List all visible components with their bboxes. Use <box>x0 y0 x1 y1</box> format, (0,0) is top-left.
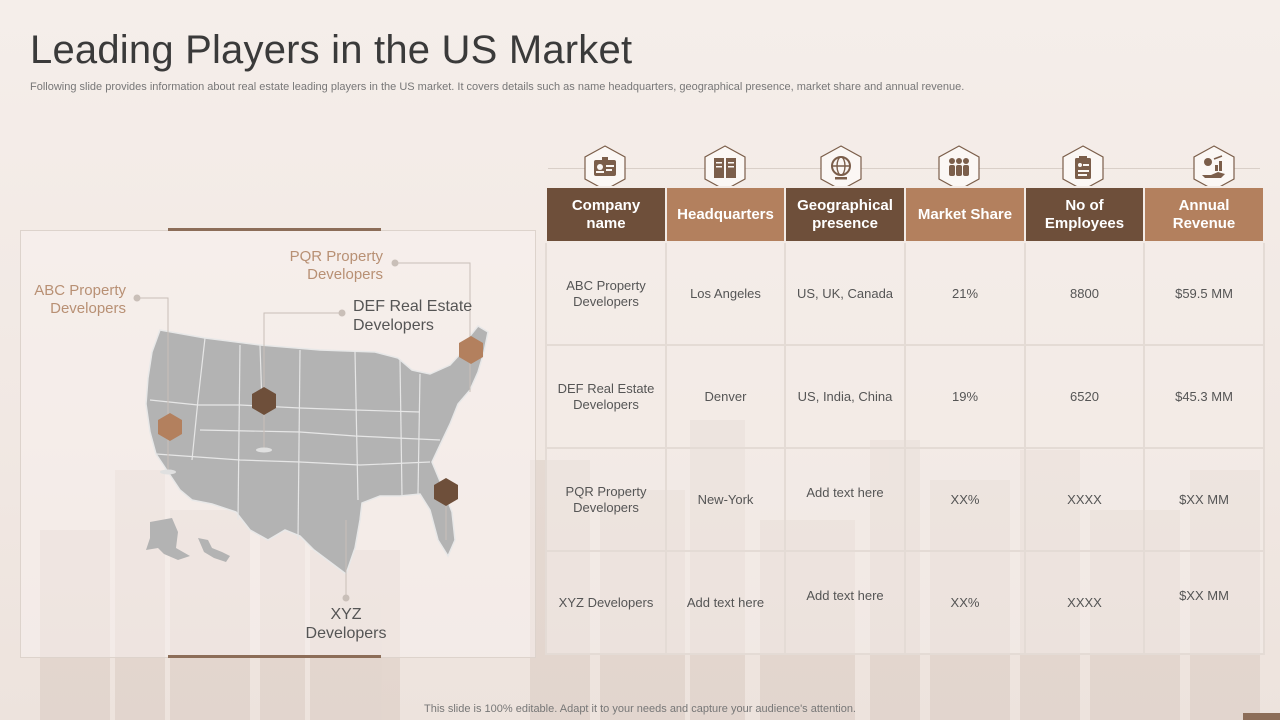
table-row: ABC Property Developers Los Angeles US, … <box>545 241 1265 346</box>
cell-market-share: XX% <box>904 550 1026 655</box>
page-subtitle: Following slide provides information abo… <box>30 81 965 93</box>
map-panel-bottom-bar <box>168 655 381 658</box>
cell-headquarters: New-York <box>665 447 786 552</box>
cell-employees: 6520 <box>1024 344 1145 449</box>
cell-company: XYZ Developers <box>545 550 667 655</box>
cell-revenue: $45.3 MM <box>1143 344 1265 449</box>
cell-market-share: 19% <box>904 344 1026 449</box>
cell-company: DEF Real Estate Developers <box>545 344 667 449</box>
map-label-def: DEF Real Estate Developers <box>353 298 473 334</box>
header-market-share: Market Share <box>904 186 1026 243</box>
cell-revenue: $59.5 MM <box>1143 241 1265 346</box>
cell-presence: Add text here <box>784 550 906 655</box>
players-table: Company name Headquarters Geographical p… <box>545 186 1265 655</box>
cell-revenue: $XX MM <box>1143 550 1265 655</box>
cell-employees: 8800 <box>1024 241 1145 346</box>
footer-note: This slide is 100% editable. Adapt it to… <box>424 703 856 715</box>
header-company-name: Company name <box>545 186 667 243</box>
cell-company: ABC Property Developers <box>545 241 667 346</box>
cell-headquarters: Los Angeles <box>665 241 786 346</box>
book-icon <box>704 145 746 191</box>
header-annual-revenue: Annual Revenue <box>1143 186 1265 243</box>
cell-headquarters: Add text here <box>665 550 786 655</box>
id-card-icon <box>584 145 626 191</box>
cell-presence: US, India, China <box>784 344 906 449</box>
people-icon <box>938 145 980 191</box>
table-row: PQR Property Developers New-York Add tex… <box>545 447 1265 552</box>
cell-market-share: XX% <box>904 447 1026 552</box>
map-label-abc: ABC Property Developers <box>34 282 126 317</box>
table-header-row: Company name Headquarters Geographical p… <box>545 186 1265 243</box>
map-label-pqr: PQR Property Developers <box>289 248 383 283</box>
header-no-of-employees: No of Employees <box>1024 186 1145 243</box>
table-row: XYZ Developers Add text here Add text he… <box>545 550 1265 655</box>
table-row: DEF Real Estate Developers Denver US, In… <box>545 344 1265 449</box>
clipboard-icon <box>1062 145 1104 191</box>
map-label-xyz: XYZ Developers <box>305 606 387 642</box>
icon-connector-line <box>548 168 1260 169</box>
cell-company: PQR Property Developers <box>545 447 667 552</box>
cell-presence: Add text here <box>784 447 906 552</box>
revenue-growth-icon <box>1193 145 1235 191</box>
cell-revenue: $XX MM <box>1143 447 1265 552</box>
header-headquarters: Headquarters <box>665 186 786 243</box>
corner-accent <box>1243 713 1280 720</box>
globe-icon <box>820 145 862 191</box>
cell-presence: US, UK, Canada <box>784 241 906 346</box>
cell-market-share: 21% <box>904 241 1026 346</box>
header-geographical-presence: Geographical presence <box>784 186 906 243</box>
page-title: Leading Players in the US Market <box>30 28 633 72</box>
cell-headquarters: Denver <box>665 344 786 449</box>
map-panel-top-bar <box>168 228 381 231</box>
cell-employees: XXXX <box>1024 447 1145 552</box>
cell-employees: XXXX <box>1024 550 1145 655</box>
